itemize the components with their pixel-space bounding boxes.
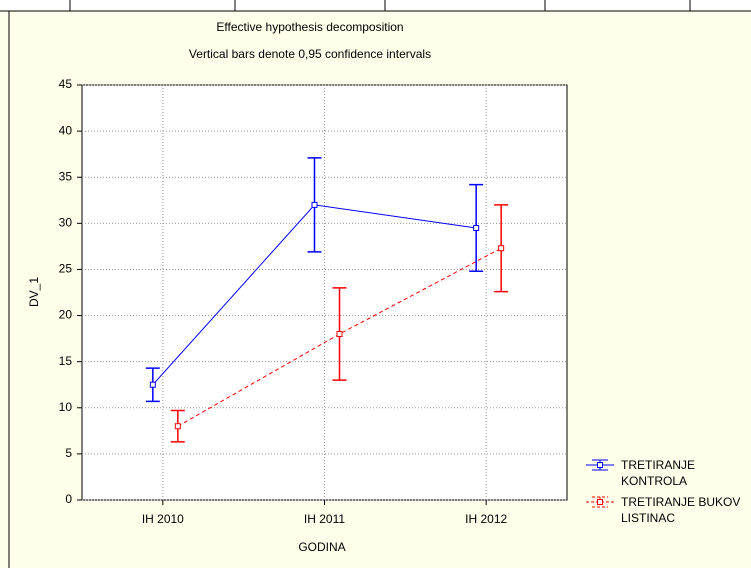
- y-axis-label: DV_1: [27, 277, 41, 307]
- y-tick-label: 5: [65, 446, 72, 460]
- y-tick-label: 15: [59, 354, 73, 368]
- x-tick-label: IH 2012: [465, 512, 507, 526]
- top-grid: [0, 0, 751, 12]
- legend-label: TRETIRANJE BUKOV LISTINAC: [621, 495, 741, 525]
- y-tick-label: 40: [59, 123, 73, 137]
- data-point: [149, 381, 156, 388]
- y-tick-label: 20: [59, 308, 73, 322]
- data-point: [336, 331, 343, 337]
- chart-title: Effective hypothesis decomposition: [216, 20, 403, 34]
- y-tick-label: 30: [59, 216, 73, 230]
- data-point: [473, 224, 480, 231]
- y-tick-label: 25: [59, 262, 73, 276]
- x-tick-label: IH 2011: [304, 512, 345, 526]
- x-tick-label: IH 2010: [142, 512, 184, 526]
- data-point: [498, 245, 505, 252]
- y-tick-label: 10: [59, 400, 73, 414]
- chart-subtitle: Vertical bars denote 0,95 confidence int…: [189, 47, 431, 61]
- legend-label: TRETIRANJE KONTROLA: [621, 458, 696, 488]
- data-point: [311, 201, 318, 208]
- y-tick-label: 45: [59, 77, 73, 91]
- top-strip: [0, 0, 751, 11]
- x-axis-label: GODINA: [298, 540, 345, 554]
- data-point: [174, 423, 181, 430]
- series-line: [177, 247, 502, 427]
- y-tick-label: 0: [65, 492, 72, 506]
- legend-marker: [597, 462, 603, 468]
- legend-marker: [597, 499, 603, 505]
- y-tick-label: 35: [59, 169, 73, 183]
